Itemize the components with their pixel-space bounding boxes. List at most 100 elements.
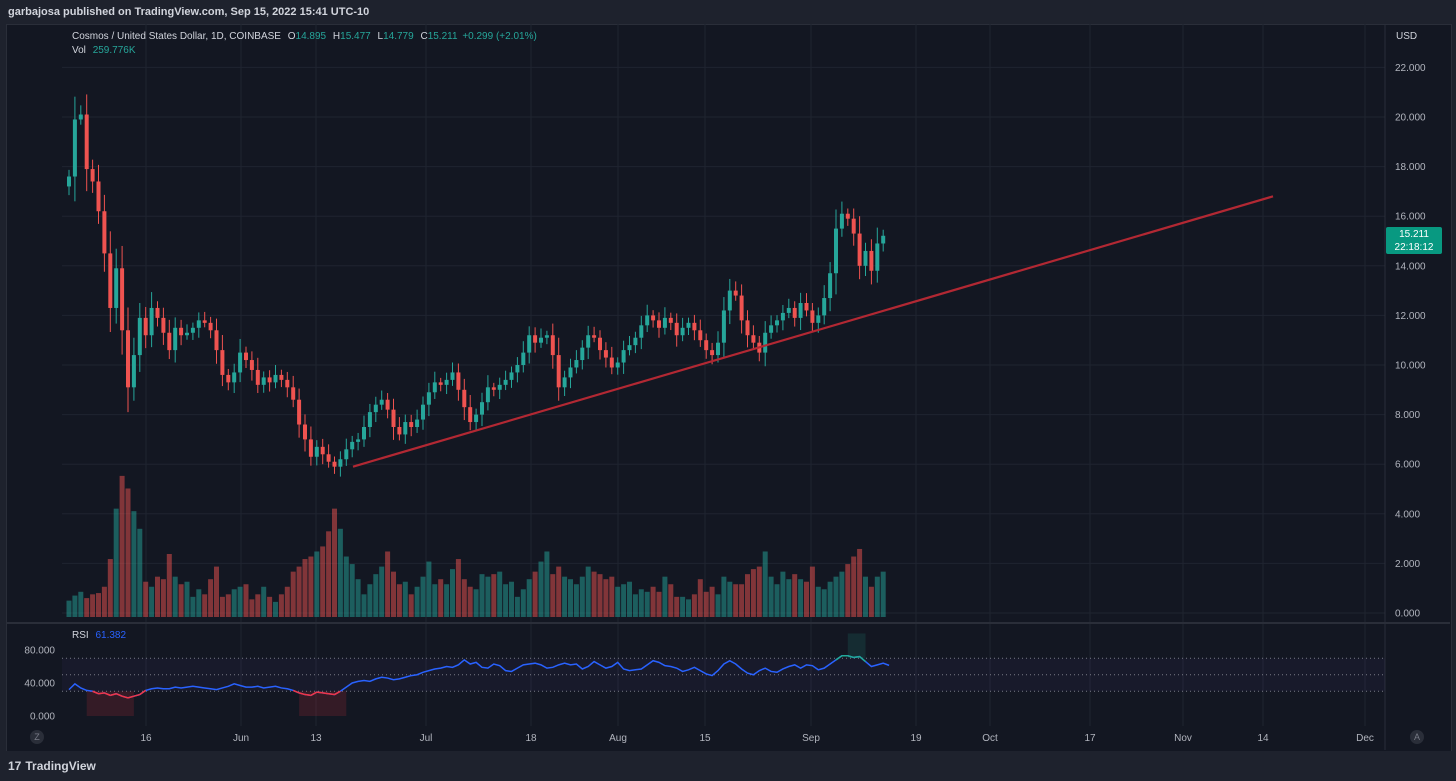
candle-body	[733, 290, 738, 296]
candle-body	[721, 310, 726, 343]
time-tick-label: 16	[140, 733, 152, 744]
currency-text: USD	[1396, 31, 1418, 42]
volume-bar	[573, 584, 579, 617]
volume-bar	[780, 571, 786, 617]
volume-bar	[615, 586, 621, 617]
candle-body	[373, 404, 378, 413]
candle-body	[586, 335, 591, 348]
bar-countdown: 22:18:12	[1394, 242, 1434, 253]
volume-bar	[880, 571, 886, 617]
candle-body	[273, 374, 278, 383]
candle-body	[72, 119, 77, 177]
rsi-oversold-segment	[139, 689, 147, 696]
candle-body	[574, 360, 579, 368]
zoom-button[interactable]: Z	[30, 730, 44, 744]
volume-bar	[214, 566, 219, 617]
symbol-name[interactable]: Cosmos / United States Dollar, 1D, COINB…	[72, 31, 281, 42]
trendline[interactable]	[352, 195, 1274, 468]
candle-body	[137, 317, 142, 356]
volume-bar	[668, 584, 674, 617]
volume-bar	[461, 579, 467, 617]
candle-body	[550, 335, 555, 356]
last-price: 15.211	[1399, 229, 1429, 240]
candle-body	[426, 392, 431, 405]
candle-body	[244, 352, 248, 361]
volume-bar	[314, 551, 320, 617]
high-label: H	[332, 31, 341, 42]
volume-bar	[302, 559, 308, 617]
candle-body	[645, 315, 650, 326]
candle-body	[143, 317, 148, 336]
volume-bar	[66, 600, 72, 617]
volume-bar	[267, 596, 273, 617]
volume-bar	[798, 579, 804, 617]
volume-bar	[792, 574, 798, 617]
volume-bar	[721, 576, 727, 617]
rsi-overbought-segment	[853, 655, 860, 659]
time-tick-label: Sep	[802, 733, 820, 744]
volume-bar	[768, 576, 774, 617]
candle-body	[179, 327, 184, 336]
candle-body	[580, 347, 585, 361]
candle-body	[727, 290, 732, 311]
volume-bar	[621, 584, 627, 617]
tradingview-brand[interactable]: 17 TradingView	[8, 759, 96, 773]
volume-bar	[627, 581, 632, 617]
price-tick-label: 0.000	[1395, 609, 1420, 620]
candle-body	[232, 372, 237, 383]
volume-legend: Vol 259.776K	[72, 45, 136, 56]
candle-body	[804, 303, 809, 311]
volume-bar	[656, 591, 662, 617]
volume-bar	[402, 581, 408, 617]
volume-bar	[90, 594, 96, 617]
rsi-oversold-segment	[110, 693, 117, 697]
volume-bar	[568, 579, 573, 617]
candle-body	[780, 312, 785, 321]
candle-body	[90, 169, 95, 182]
close-label: C	[420, 31, 428, 42]
rsi-legend: RSI 61.382	[72, 630, 126, 641]
volume-bar	[166, 554, 172, 617]
candle-body	[131, 355, 136, 388]
volume-bar	[739, 584, 745, 617]
candle-body	[432, 382, 437, 393]
candle-body	[839, 213, 844, 229]
candle-body	[214, 330, 219, 351]
candle-body	[409, 422, 414, 427]
volume-bar	[143, 581, 149, 617]
candle-body	[102, 211, 107, 254]
candle-body	[875, 243, 880, 271]
open-label: O	[287, 31, 296, 42]
time-tick-label: Aug	[609, 733, 627, 744]
candle-body	[686, 322, 691, 328]
candle-body	[356, 439, 361, 442]
rsi-tick-label: 0.000	[30, 712, 55, 723]
candle-body	[362, 427, 366, 440]
auto-scale-button[interactable]: A	[1410, 730, 1424, 744]
candle-body	[751, 335, 756, 343]
volume-bar	[727, 581, 733, 617]
low-label: L	[377, 31, 384, 42]
candle-body	[792, 307, 797, 318]
volume-bar	[296, 566, 302, 617]
rsi-oversold-segment	[133, 693, 141, 697]
candle-body	[108, 253, 113, 308]
rsi-oversold-segment	[98, 692, 105, 695]
volume-bar	[349, 564, 355, 617]
volume-bar	[868, 586, 874, 617]
volume-bar	[96, 593, 101, 617]
time-tick-label: 17	[1084, 733, 1096, 744]
chart-canvas[interactable]: 22.000 20.000 18.000 16.000 14.000 12.000 10.0…	[0, 0, 1456, 751]
time-tick-label: 19	[910, 733, 922, 744]
time-tick-label: Jul	[420, 733, 433, 744]
time-tick-label: Nov	[1174, 733, 1192, 744]
candle-body	[662, 317, 667, 328]
volume-bar	[320, 546, 326, 617]
price-tick-label: 16.000	[1395, 212, 1426, 223]
chart-frame[interactable]	[6, 24, 1452, 752]
rsi-oversold-segment	[334, 690, 341, 696]
candle-body	[379, 399, 384, 405]
candle-body	[415, 419, 420, 427]
candle-body	[326, 454, 331, 462]
rsi-oversold-segment	[292, 689, 300, 694]
